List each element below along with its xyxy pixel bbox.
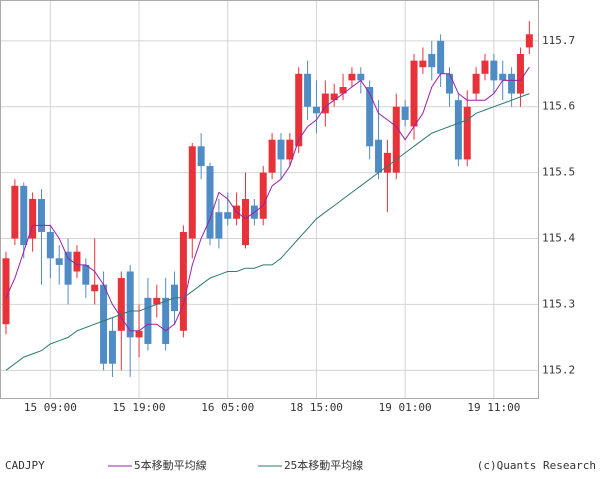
legend-label: 5本移動平均線 <box>134 458 207 472</box>
candle-body <box>179 231 187 331</box>
candle-body <box>419 60 427 68</box>
candle-body <box>410 60 418 127</box>
candle-body <box>188 146 196 239</box>
candle-body <box>330 93 338 101</box>
x-tick-label: 15 09:00 <box>24 401 77 414</box>
candle-body <box>224 212 232 219</box>
candle-body <box>126 271 134 338</box>
candle-body <box>20 185 28 246</box>
candle-body <box>437 40 445 74</box>
candle-body <box>241 199 249 246</box>
candle-body <box>117 278 125 331</box>
candle-body <box>348 73 356 81</box>
x-tick-label: 18 15:00 <box>290 401 343 414</box>
candle-body <box>401 106 409 120</box>
x-tick-label: 16 05:00 <box>201 401 254 414</box>
candle-body <box>321 93 329 114</box>
candle-body <box>55 258 63 265</box>
candle-body <box>516 54 524 94</box>
x-tick-label: 19 01:00 <box>379 401 432 414</box>
candle-body <box>46 231 54 259</box>
moving-average-line <box>5 93 530 371</box>
candle-body <box>2 258 10 325</box>
candle-body <box>428 54 436 68</box>
y-tick-label: 115.2 <box>542 363 575 376</box>
symbol-label: CADJPY <box>5 459 45 472</box>
candle-body <box>454 100 462 160</box>
candle-body <box>215 212 223 239</box>
candle-body <box>304 73 312 107</box>
candle-body <box>375 139 383 173</box>
candle-body <box>100 284 108 364</box>
credit: (c)Quants Research <box>477 459 596 472</box>
candle-body <box>392 106 400 173</box>
y-tick-label: 115.6 <box>542 100 575 113</box>
candle-body <box>153 297 161 305</box>
candle-body <box>162 297 170 344</box>
candle-body <box>11 185 19 239</box>
x-tick-label: 19 11:00 <box>467 401 520 414</box>
candle-body <box>206 166 214 239</box>
candle-body <box>64 251 72 285</box>
x-tick-label: 15 19:00 <box>113 401 166 414</box>
plot-border <box>0 0 539 399</box>
y-tick-label: 115.5 <box>542 166 575 179</box>
candle-body <box>73 251 81 272</box>
candle-body <box>339 86 347 94</box>
candle-body <box>144 297 152 344</box>
candle-body <box>383 152 391 173</box>
moving-average-line <box>5 66 530 332</box>
candle-body <box>508 73 516 94</box>
candle-body <box>197 146 205 167</box>
candle-body <box>29 199 37 239</box>
candle-body <box>446 73 453 94</box>
candle-body <box>259 172 267 219</box>
candle-body <box>481 60 489 74</box>
candle-body <box>268 139 276 173</box>
y-tick-label: 115.7 <box>542 34 575 47</box>
candle-body <box>472 73 480 94</box>
candle-body <box>295 73 303 147</box>
candle-body <box>525 34 533 48</box>
candle-body <box>286 139 294 160</box>
y-tick-label: 115.3 <box>542 297 575 310</box>
candle-body <box>357 73 365 81</box>
candle-body <box>366 86 374 147</box>
legend-label: 25本移動平均線 <box>284 458 363 472</box>
candle-body <box>135 330 143 338</box>
candle-body <box>490 60 498 81</box>
candle-body <box>37 199 45 232</box>
candle-body <box>91 284 99 292</box>
candle-body <box>277 139 285 160</box>
candle-body <box>499 73 507 81</box>
candle-body <box>463 106 471 160</box>
candle-body <box>312 106 320 114</box>
y-tick-label: 115.4 <box>542 232 575 245</box>
candle-body <box>82 264 90 285</box>
candle-body <box>108 330 116 364</box>
